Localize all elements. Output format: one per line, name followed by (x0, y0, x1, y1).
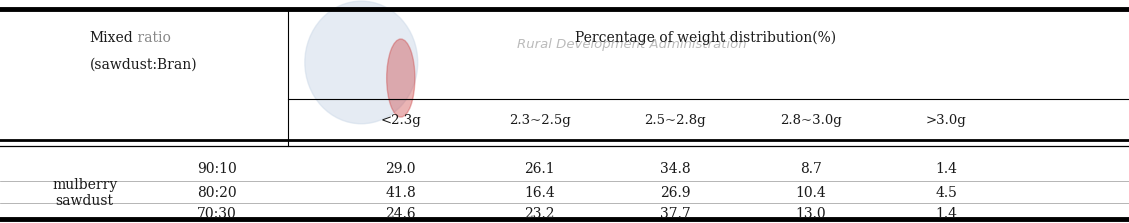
Text: Mixed: Mixed (89, 31, 133, 45)
Text: 34.8: 34.8 (659, 163, 691, 176)
Text: 29.0: 29.0 (385, 163, 417, 176)
Text: 2.8~3.0g: 2.8~3.0g (780, 114, 841, 127)
Text: 37.7: 37.7 (659, 207, 691, 221)
Text: 26.9: 26.9 (659, 186, 691, 200)
Text: Rural Development Administration: Rural Development Administration (517, 38, 747, 51)
Text: 1.4: 1.4 (935, 163, 957, 176)
Text: 2.5~2.8g: 2.5~2.8g (645, 114, 706, 127)
Text: <2.3g: <2.3g (380, 114, 421, 127)
Ellipse shape (386, 39, 415, 117)
Text: >3.0g: >3.0g (926, 114, 966, 127)
Text: 8.7: 8.7 (799, 163, 822, 176)
Ellipse shape (305, 1, 418, 124)
Text: Percentage of weight distribution(%): Percentage of weight distribution(%) (575, 31, 837, 45)
Text: mulberry
sawdust: mulberry sawdust (52, 178, 117, 208)
Text: 13.0: 13.0 (795, 207, 826, 221)
Text: 16.4: 16.4 (524, 186, 555, 200)
Text: 4.5: 4.5 (935, 186, 957, 200)
Text: 1.4: 1.4 (935, 207, 957, 221)
Text: 2.3~2.5g: 2.3~2.5g (509, 114, 570, 127)
Text: ratio: ratio (133, 31, 170, 45)
Text: 10.4: 10.4 (795, 186, 826, 200)
Text: 80:20: 80:20 (196, 186, 237, 200)
Text: 41.8: 41.8 (385, 186, 417, 200)
Text: 90:10: 90:10 (196, 163, 237, 176)
Text: 26.1: 26.1 (524, 163, 555, 176)
Text: 23.2: 23.2 (524, 207, 555, 221)
Text: (sawdust:Bran): (sawdust:Bran) (90, 58, 198, 72)
Text: 70:30: 70:30 (196, 207, 237, 221)
Text: 24.6: 24.6 (385, 207, 417, 221)
